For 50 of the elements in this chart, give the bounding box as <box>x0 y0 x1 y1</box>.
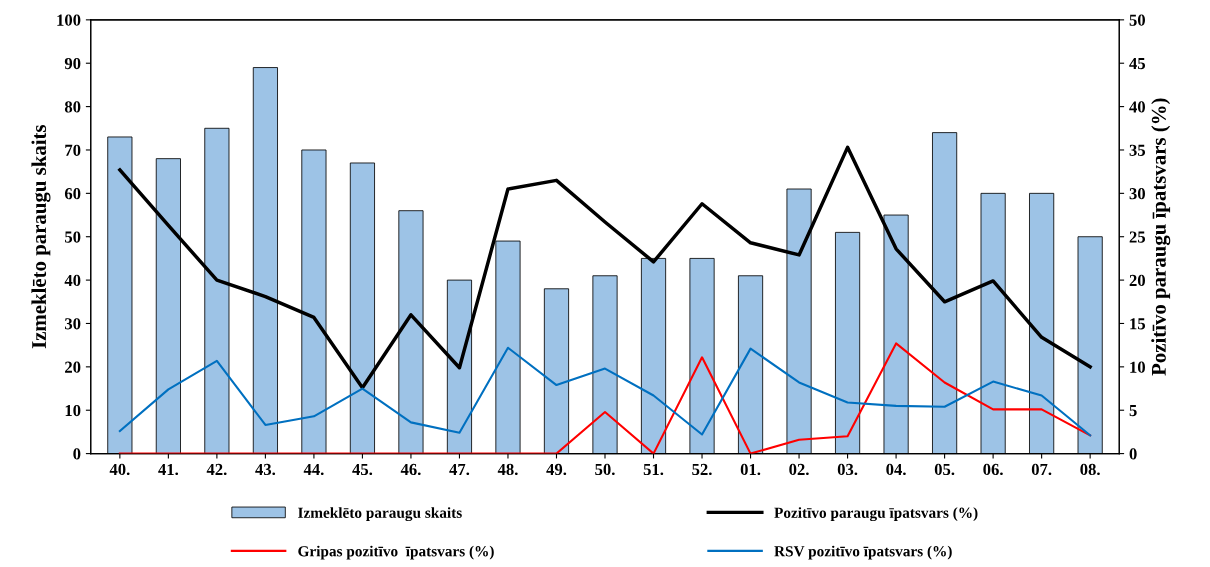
y-tick-label: 60 <box>64 188 81 200</box>
x-tick-label: 45. <box>352 463 373 476</box>
x-tick-label: 05. <box>934 463 955 476</box>
legend-label: RSV pozitīvo īpatsvars (%) <box>774 545 952 560</box>
y-tick-label: 20 <box>65 361 81 373</box>
x-tick-label: 47. <box>449 463 470 476</box>
y2-tick-label: 5 <box>1129 405 1137 417</box>
y-tick-label: 30 <box>64 318 81 330</box>
x-tick-label: 46. <box>400 463 421 476</box>
y2-tick-label: 25 <box>1129 231 1146 243</box>
legend-label: Pozitīvo paraugu īpatsvars (%) <box>774 507 978 522</box>
line-series <box>118 346 1092 437</box>
y2-tick-label: 35 <box>1129 144 1146 156</box>
y2-tick-label: 50 <box>1129 14 1145 26</box>
y-tick-label: 90 <box>64 57 81 70</box>
y-tick-label: 100 <box>57 14 81 26</box>
x-tick-label: 06. <box>983 463 1003 476</box>
y-tick-label: 40 <box>64 274 81 287</box>
x-tick-label: 49. <box>546 463 567 476</box>
x-tick-label: 40. <box>109 463 130 476</box>
y-axis-title: Izmeklēto paraugu skaits <box>31 124 51 349</box>
x-tick-label: 48. <box>497 463 518 476</box>
y2-axis-title: Pozitīvo paraugu īpatsvars (%) <box>1151 98 1171 376</box>
y-tick-label: 10 <box>65 404 81 417</box>
y2-tick-label: 10 <box>1130 361 1145 373</box>
x-tick-label: 01. <box>740 463 761 476</box>
y2-tick-label: 40 <box>1129 101 1145 113</box>
y2-tick-label: 30 <box>1129 188 1145 200</box>
x-tick-label: 44. <box>303 463 324 476</box>
y2-tick-label: 0 <box>1129 448 1137 460</box>
y-tick-label: 80 <box>64 101 81 113</box>
x-tick-label: 07. <box>1031 463 1052 476</box>
x-tick-label: 52. <box>692 463 712 476</box>
y2-tick-label: 20 <box>1129 274 1145 287</box>
y-tick-label: 0 <box>73 448 81 460</box>
x-tick-label: 08. <box>1080 463 1100 476</box>
x-tick-label: 51. <box>643 463 664 476</box>
x-tick-label: 03. <box>837 463 858 476</box>
x-tick-label: 02. <box>789 463 809 476</box>
x-tick-label: 41. <box>158 463 179 476</box>
y2-tick-label: 45 <box>1129 58 1146 70</box>
y-tick-label: 70 <box>65 144 81 156</box>
x-tick-label: 42. <box>206 463 227 476</box>
x-tick-label: 50. <box>595 463 615 476</box>
legend-label: Izmeklēto paraugu skaits <box>298 507 462 522</box>
x-tick-label: 43. <box>255 463 276 476</box>
x-tick-label: 04. <box>886 463 906 476</box>
y-tick-label: 50 <box>65 231 81 243</box>
legend-label: Gripas pozitīvo īpatsvars (%) <box>298 545 494 560</box>
y2-tick-label: 15 <box>1130 318 1146 330</box>
